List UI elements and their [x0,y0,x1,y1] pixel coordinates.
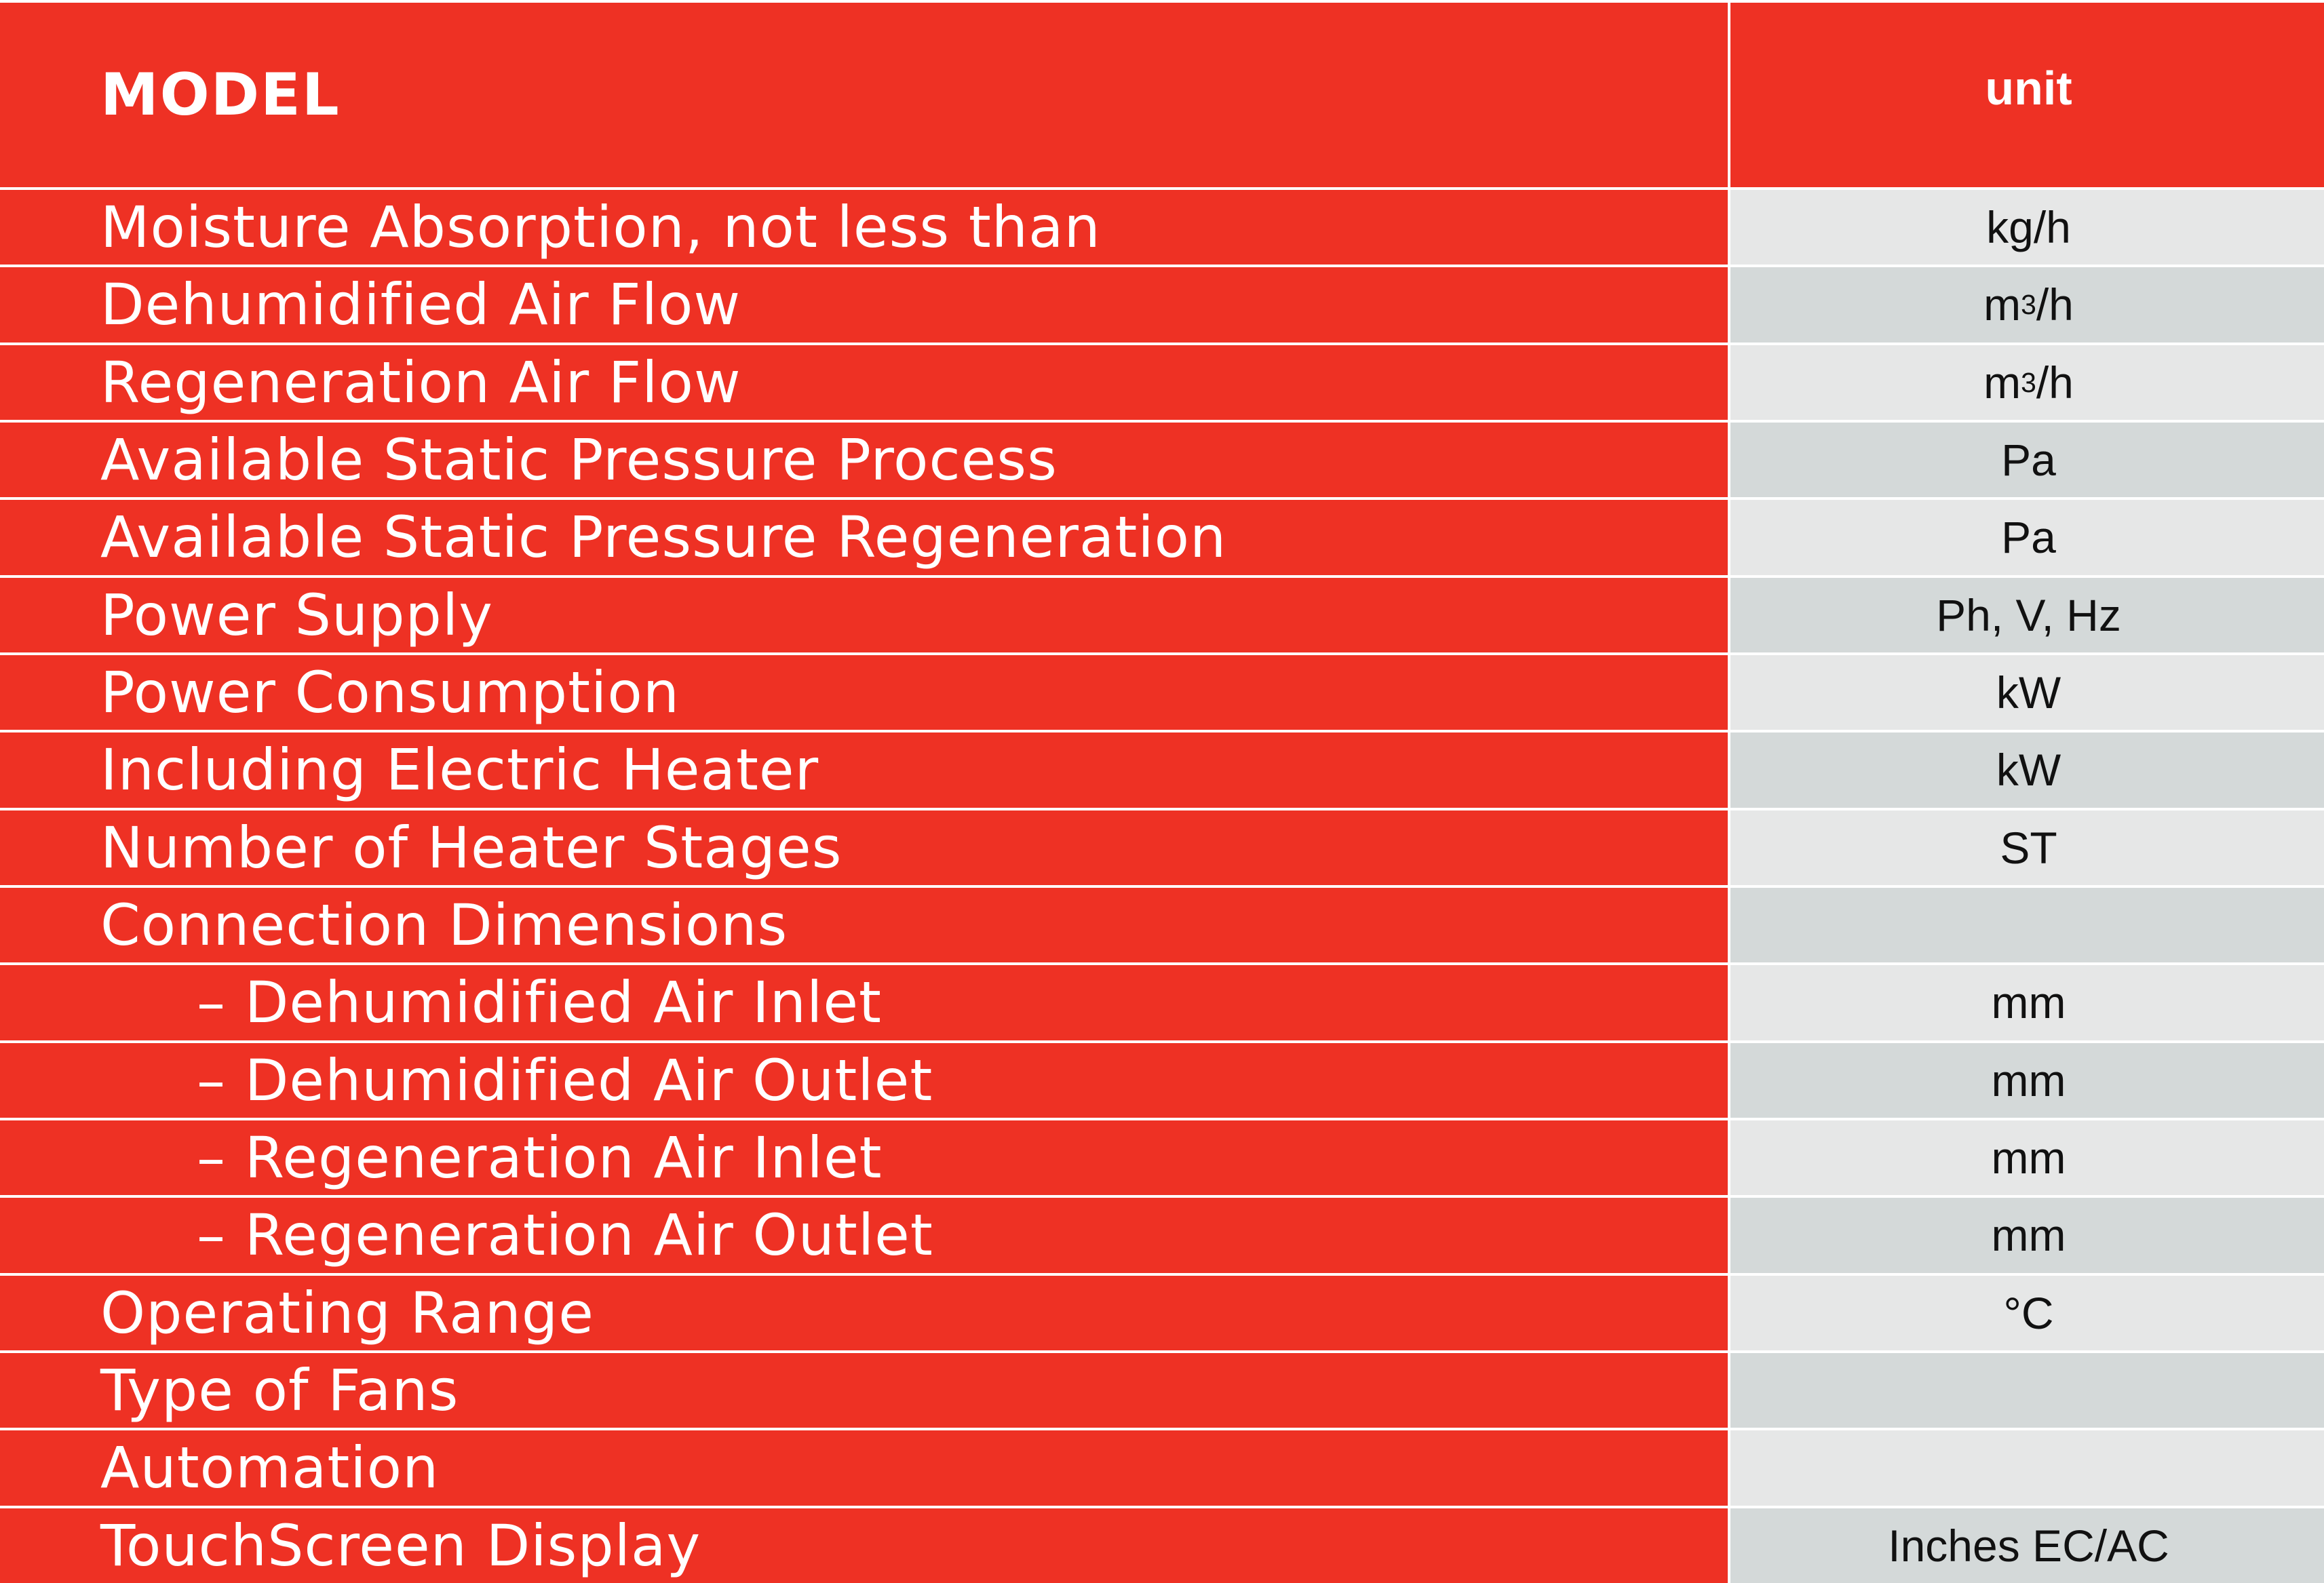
unit-tail: /h [2036,279,2074,330]
unit-header: unit [1730,3,2324,187]
row-label-operating-range: Operating Range [0,1275,1728,1350]
row-unit-static-pressure-regeneration: Pa [1730,500,2324,575]
row-label-dehumidified-air-flow: Dehumidified Air Flow [0,267,1728,343]
row-unit-dehumidified-air-inlet: mm [1730,965,2324,1040]
row-unit-static-pressure-process: Pa [1730,423,2324,498]
row-unit-touchscreen-display: Inches EC/AC [1730,1508,2324,1583]
row-label-regeneration-air-flow: Regeneration Air Flow [0,345,1728,420]
row-unit-operating-range: °C [1730,1275,2324,1350]
row-label-dehumidified-air-inlet: – Dehumidified Air Inlet [0,965,1728,1040]
row-unit-regeneration-air-inlet: mm [1730,1120,2324,1196]
row-unit-automation [1730,1430,2324,1506]
row-unit-heater-stages: ST [1730,810,2324,885]
row-label-power-consumption: Power Consumption [0,655,1728,730]
unit-base: m [1983,357,2021,408]
row-label-electric-heater: Including Electric Heater [0,732,1728,808]
row-unit-type-of-fans [1730,1353,2324,1428]
row-label-type-of-fans: Type of Fans [0,1353,1728,1428]
row-unit-connection-dimensions [1730,888,2324,963]
row-unit-regeneration-air-flow: m 3/h [1730,345,2324,420]
row-label-automation: Automation [0,1430,1728,1506]
row-label-heater-stages: Number of Heater Stages [0,810,1728,885]
row-unit-power-consumption: kW [1730,655,2324,730]
row-label-power-supply: Power Supply [0,577,1728,652]
row-label-touchscreen-display: TouchScreen Display [0,1508,1728,1583]
row-label-static-pressure-regeneration: Available Static Pressure Regeneration [0,500,1728,575]
row-label-regeneration-air-inlet: – Regeneration Air Inlet [0,1120,1728,1196]
row-unit-dehumidified-air-flow: m 3/h [1730,267,2324,343]
row-label-connection-dimensions: Connection Dimensions [0,888,1728,963]
row-label-dehumidified-air-outlet: – Dehumidified Air Outlet [0,1042,1728,1118]
row-label-regeneration-air-outlet: – Regeneration Air Outlet [0,1198,1728,1273]
unit-base: m [1983,279,2021,330]
row-unit-moisture-absorption: kg/h [1730,190,2324,265]
row-unit-electric-heater: kW [1730,732,2324,808]
row-unit-regeneration-air-outlet: mm [1730,1198,2324,1273]
row-label-moisture-absorption: Moisture Absorption, not less than [0,190,1728,265]
model-header: MODEL [0,3,1728,187]
row-unit-dehumidified-air-outlet: mm [1730,1042,2324,1118]
row-unit-power-supply: Ph, V, Hz [1730,577,2324,652]
row-label-static-pressure-process: Available Static Pressure Process [0,423,1728,498]
unit-tail: /h [2036,357,2074,408]
